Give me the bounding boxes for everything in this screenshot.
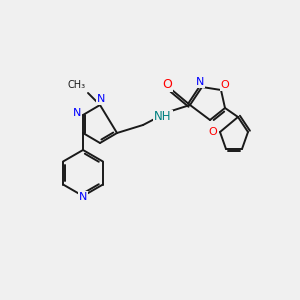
Text: O: O [208,127,217,137]
Text: O: O [162,77,172,91]
Text: N: N [196,77,204,87]
Text: NH: NH [154,110,172,124]
Text: N: N [79,192,87,202]
Text: N: N [97,94,105,104]
Text: O: O [220,80,230,90]
Text: CH₃: CH₃ [68,80,86,90]
Text: N: N [73,108,81,118]
